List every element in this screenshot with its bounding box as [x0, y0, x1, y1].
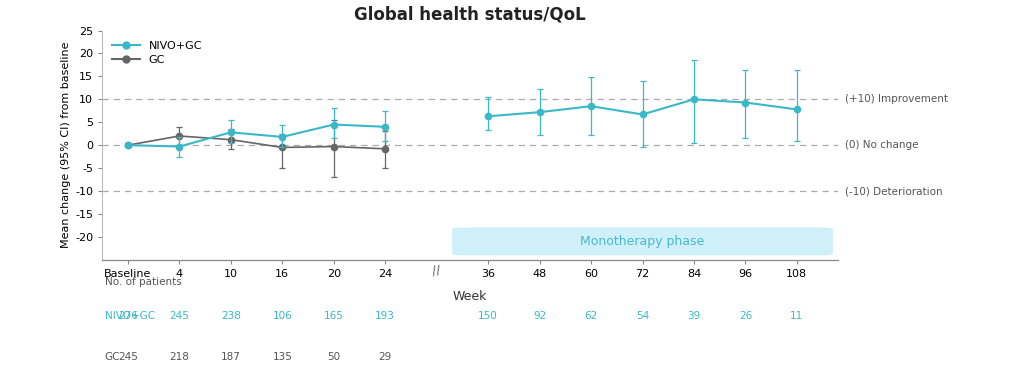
Text: 193: 193	[375, 311, 396, 320]
Text: 106: 106	[273, 311, 292, 320]
Text: 26: 26	[739, 311, 752, 320]
Text: 187: 187	[221, 352, 241, 362]
Text: No. of patients: No. of patients	[105, 277, 182, 286]
Text: 54: 54	[636, 311, 649, 320]
Text: Week: Week	[453, 290, 487, 303]
Text: 150: 150	[478, 311, 498, 320]
Text: 11: 11	[790, 311, 803, 320]
Text: //: //	[431, 264, 442, 278]
Text: (+10) Improvement: (+10) Improvement	[845, 94, 948, 104]
Text: GC: GC	[105, 352, 121, 362]
Text: (0) No change: (0) No change	[845, 140, 919, 150]
Text: 165: 165	[324, 311, 343, 320]
Y-axis label: Mean change (95% CI) from baseline: Mean change (95% CI) from baseline	[61, 42, 71, 248]
Legend: NIVO+GC, GC: NIVO+GC, GC	[107, 36, 206, 70]
Title: Global health status/QoL: Global health status/QoL	[355, 5, 586, 23]
Text: 238: 238	[221, 311, 241, 320]
Text: 245: 245	[118, 352, 138, 362]
Text: 135: 135	[273, 352, 292, 362]
Text: 62: 62	[585, 311, 598, 320]
Text: 92: 92	[532, 311, 546, 320]
Text: NIVO+GC: NIVO+GC	[105, 311, 155, 320]
Text: 39: 39	[688, 311, 701, 320]
Text: (-10) Deterioration: (-10) Deterioration	[845, 186, 942, 196]
FancyBboxPatch shape	[452, 227, 833, 256]
Text: 276: 276	[118, 311, 138, 320]
Text: 218: 218	[170, 352, 189, 362]
Text: Monotherapy phase: Monotherapy phase	[580, 235, 704, 248]
Text: 29: 29	[378, 352, 391, 362]
Text: 245: 245	[170, 311, 189, 320]
Text: 50: 50	[327, 352, 340, 362]
